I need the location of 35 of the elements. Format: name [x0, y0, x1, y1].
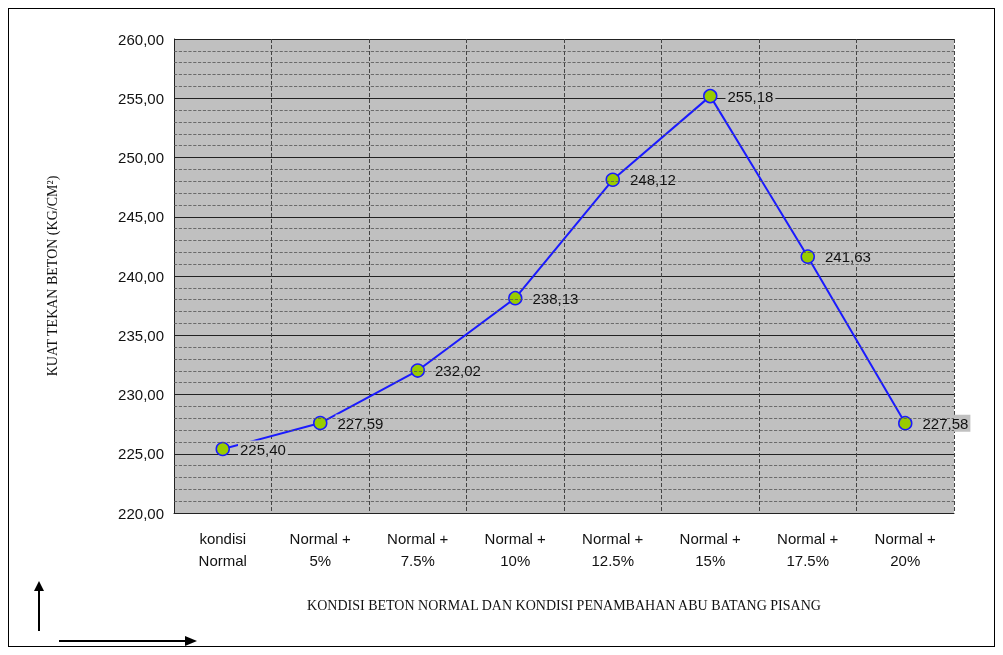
- y-tick-label: 250,00: [118, 149, 164, 166]
- data-label: 255,18: [727, 87, 774, 105]
- y-tick-label: 255,00: [118, 89, 164, 107]
- x-tick-label: Normal + 5%: [289, 529, 352, 569]
- point: [215, 441, 230, 457]
- data-label: 241,63: [825, 248, 871, 266]
- point: [410, 363, 425, 378]
- data-label: 227,58: [922, 414, 969, 432]
- point: [800, 249, 815, 264]
- y-tick-label: 235,00: [118, 326, 164, 344]
- point: [508, 290, 523, 306]
- point: [605, 172, 620, 188]
- point: [313, 415, 328, 431]
- y-tick-label: 230,00: [118, 386, 164, 403]
- data-label: 232,02: [435, 362, 481, 380]
- point: [703, 88, 718, 104]
- x-tick-label: Normal + 20%: [874, 529, 937, 569]
- y-tick-label: 225,00: [118, 445, 164, 463]
- x-tick-label: Normal + 7.5%: [387, 529, 449, 569]
- y-tick-label: 240,00: [118, 267, 164, 285]
- y-tick-label: 245,00: [118, 208, 164, 226]
- x-tick-label: Normal + 10%: [484, 529, 547, 569]
- y-axis-title: KUAT TEKAN BETON (KG/CM²): [44, 175, 61, 377]
- x-tick-label: Normal + 12.5%: [582, 529, 644, 569]
- data-label: 225,40: [240, 440, 286, 458]
- y-tick-label: 220,00: [118, 504, 164, 522]
- point: [898, 415, 913, 431]
- x-tick-label: kondisi Normal: [198, 529, 247, 569]
- data-label: 227,59: [337, 414, 384, 432]
- x-tick-label: Normal + 17.5%: [777, 529, 839, 569]
- y-tick-label: 260,00: [118, 30, 164, 48]
- data-label: 238,13: [532, 289, 579, 307]
- x-tick-label: Normal + 15%: [679, 529, 742, 569]
- x-axis-title: KONDISI BETON NORMAL DAN KONDISI PENAMBAHAN ABU BATANG PISANG: [307, 597, 821, 613]
- data-label: 248,12: [630, 171, 676, 189]
